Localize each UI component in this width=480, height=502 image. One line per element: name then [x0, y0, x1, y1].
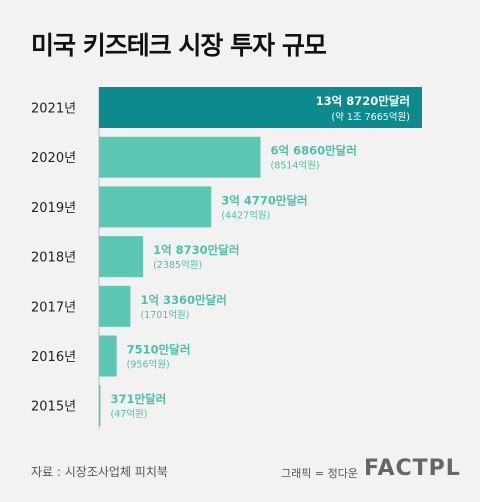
value-label: 13억 8720만달러	[316, 94, 410, 108]
bar	[99, 186, 212, 228]
year-label: 2016년	[31, 350, 76, 365]
value-label: 3억 4770만달러	[221, 193, 307, 207]
value-label: 6억 6860만달러	[271, 144, 357, 158]
year-label: 2020년	[31, 151, 76, 166]
bar	[99, 285, 131, 327]
source-note: 자료 : 시장조사업체 피치북	[31, 465, 168, 479]
year-label: 2019년	[31, 201, 76, 216]
value-label: 1억 8730만달러	[153, 243, 239, 257]
bar	[99, 136, 261, 178]
chart-title: 미국 키즈테크 시장 투자 규모	[31, 31, 327, 60]
value-label: 1억 3360만달러	[140, 293, 226, 307]
value-sublabel: (8514억원)	[271, 160, 320, 172]
value-sublabel: (1701억원)	[140, 309, 189, 321]
value-label: 7510만달러	[127, 343, 191, 357]
graphic-credit: 그래픽 = 정다운	[281, 467, 358, 480]
value-sublabel: (4427억원)	[221, 209, 270, 221]
value-sublabel: (2385억원)	[153, 259, 202, 271]
year-label: 2015년	[31, 400, 76, 415]
bar	[99, 236, 144, 278]
bar	[99, 335, 117, 377]
value-sublabel: (956억원)	[127, 359, 170, 371]
value-label: 371만달러	[111, 392, 167, 406]
bar	[99, 87, 422, 128]
value-sublabel: (약 1조 7665억원)	[331, 111, 410, 123]
value-sublabel: (47억원)	[111, 408, 148, 420]
bar	[99, 385, 101, 427]
year-label: 2021년	[31, 102, 76, 117]
year-label: 2018년	[31, 251, 76, 266]
year-label: 2017년	[31, 300, 76, 315]
factpl-logo: FACTPL	[364, 456, 461, 481]
